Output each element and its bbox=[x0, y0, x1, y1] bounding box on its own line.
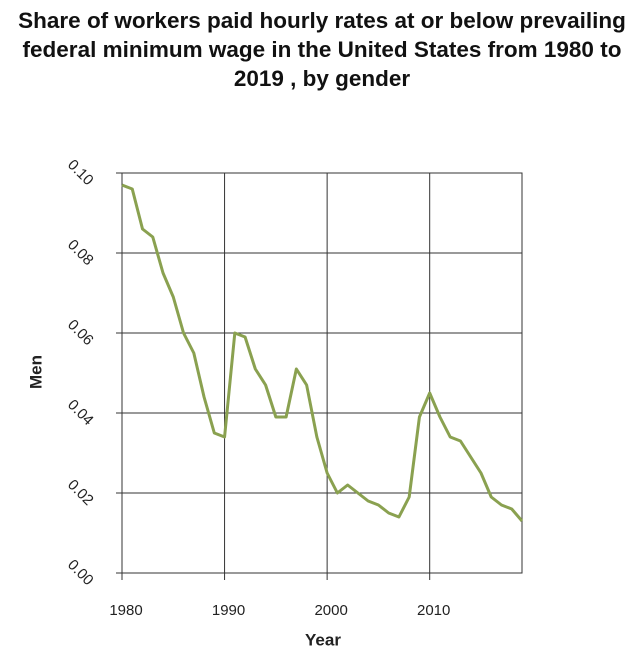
y-tick-label: 0.10 bbox=[64, 156, 97, 189]
chart-title: Share of workers paid hourly rates at or… bbox=[18, 8, 626, 91]
x-tick-label: 2010 bbox=[417, 602, 450, 619]
plot-frame bbox=[121, 172, 523, 574]
y-tick-label: 0.04 bbox=[64, 396, 97, 429]
x-axis-label: Year bbox=[305, 630, 341, 649]
y-tick-label: 0.08 bbox=[64, 236, 97, 269]
data-line bbox=[121, 183, 524, 522]
x-tick-label: 2000 bbox=[314, 602, 347, 619]
y-tick-label: 0.06 bbox=[64, 316, 97, 349]
y-tick-label: 0.02 bbox=[64, 476, 97, 509]
x-tick-label: 1980 bbox=[109, 602, 142, 619]
y-axis-label: Men bbox=[26, 355, 45, 389]
x-tick-label: 1990 bbox=[212, 602, 245, 619]
y-tick-label: 0.00 bbox=[64, 556, 97, 589]
